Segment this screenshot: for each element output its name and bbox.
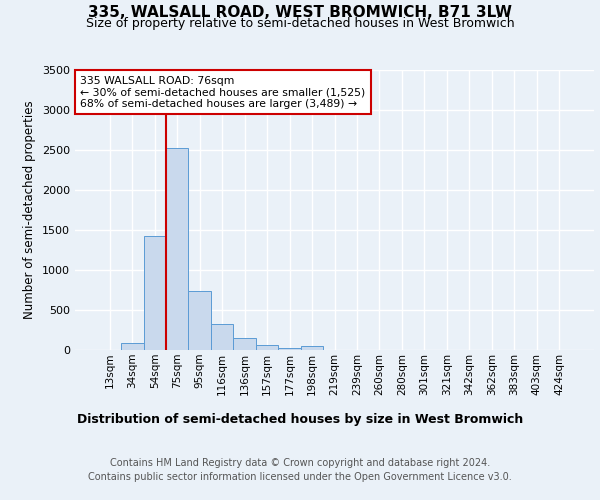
Bar bbox=[301, 346, 323, 350]
Bar bbox=[166, 148, 188, 350]
Bar bbox=[188, 291, 211, 350]
Text: Contains HM Land Registry data © Crown copyright and database right 2024.: Contains HM Land Registry data © Crown c… bbox=[110, 458, 490, 468]
Bar bbox=[211, 324, 233, 350]
Bar bbox=[256, 345, 278, 350]
Text: 335 WALSALL ROAD: 76sqm
← 30% of semi-detached houses are smaller (1,525)
68% of: 335 WALSALL ROAD: 76sqm ← 30% of semi-de… bbox=[80, 76, 365, 109]
Bar bbox=[233, 338, 256, 350]
Text: Size of property relative to semi-detached houses in West Bromwich: Size of property relative to semi-detach… bbox=[86, 18, 514, 30]
Bar bbox=[121, 343, 143, 350]
Text: Distribution of semi-detached houses by size in West Bromwich: Distribution of semi-detached houses by … bbox=[77, 412, 523, 426]
Text: Contains public sector information licensed under the Open Government Licence v3: Contains public sector information licen… bbox=[88, 472, 512, 482]
Bar bbox=[278, 348, 301, 350]
Text: 335, WALSALL ROAD, WEST BROMWICH, B71 3LW: 335, WALSALL ROAD, WEST BROMWICH, B71 3L… bbox=[88, 5, 512, 20]
Y-axis label: Number of semi-detached properties: Number of semi-detached properties bbox=[23, 100, 37, 320]
Bar bbox=[143, 236, 166, 350]
